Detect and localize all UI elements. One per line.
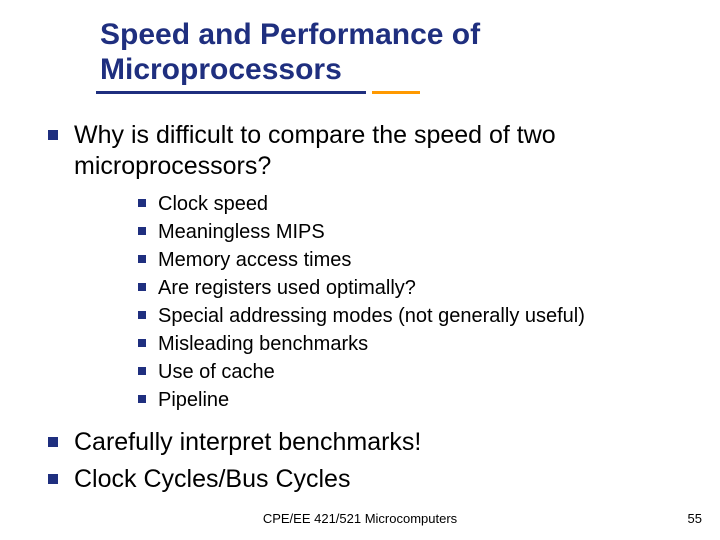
square-bullet-icon xyxy=(138,199,146,207)
square-bullet-icon xyxy=(138,227,146,235)
bullet-text: Meaningless MIPS xyxy=(158,219,325,245)
bullet-level2: Memory access times xyxy=(138,247,690,273)
square-bullet-icon xyxy=(138,311,146,319)
square-bullet-icon xyxy=(138,395,146,403)
bullet-text: Pipeline xyxy=(158,387,229,413)
underline-long xyxy=(96,91,366,94)
square-bullet-icon xyxy=(138,339,146,347)
slide-title: Speed and Performance of Microprocessors xyxy=(100,18,690,87)
square-bullet-icon xyxy=(48,437,58,447)
sub-bullet-group: Clock speed Meaningless MIPS Memory acce… xyxy=(138,191,690,413)
bullet-level1: Carefully interpret benchmarks! xyxy=(48,427,690,458)
underline-short xyxy=(372,91,420,94)
slide: Speed and Performance of Microprocessors… xyxy=(0,0,720,540)
bullet-level2: Clock speed xyxy=(138,191,690,217)
footer-text: CPE/EE 421/521 Microcomputers xyxy=(0,511,720,526)
bullet-level2: Use of cache xyxy=(138,359,690,385)
bullet-level2: Misleading benchmarks xyxy=(138,331,690,357)
square-bullet-icon xyxy=(138,367,146,375)
bullet-text: Special addressing modes (not generally … xyxy=(158,303,585,329)
bullet-text: Misleading benchmarks xyxy=(158,331,368,357)
bullet-level2: Pipeline xyxy=(138,387,690,413)
bullet-text: Clock Cycles/Bus Cycles xyxy=(74,464,350,495)
bullet-text: Why is difficult to compare the speed of… xyxy=(74,120,690,183)
bullet-text: Use of cache xyxy=(158,359,275,385)
bullet-text: Memory access times xyxy=(158,247,351,273)
bullet-text: Clock speed xyxy=(158,191,268,217)
bullet-level2: Special addressing modes (not generally … xyxy=(138,303,690,329)
square-bullet-icon xyxy=(48,474,58,484)
square-bullet-icon xyxy=(138,255,146,263)
bullet-text: Carefully interpret benchmarks! xyxy=(74,427,421,458)
content-area: Why is difficult to compare the speed of… xyxy=(100,120,690,495)
bullet-level2: Meaningless MIPS xyxy=(138,219,690,245)
page-number: 55 xyxy=(688,511,702,526)
title-underline xyxy=(96,91,426,94)
bullet-level1: Clock Cycles/Bus Cycles xyxy=(48,464,690,495)
bullet-level2: Are registers used optimally? xyxy=(138,275,690,301)
bullet-level1: Why is difficult to compare the speed of… xyxy=(48,120,690,183)
square-bullet-icon xyxy=(138,283,146,291)
bullet-text: Are registers used optimally? xyxy=(158,275,416,301)
square-bullet-icon xyxy=(48,130,58,140)
